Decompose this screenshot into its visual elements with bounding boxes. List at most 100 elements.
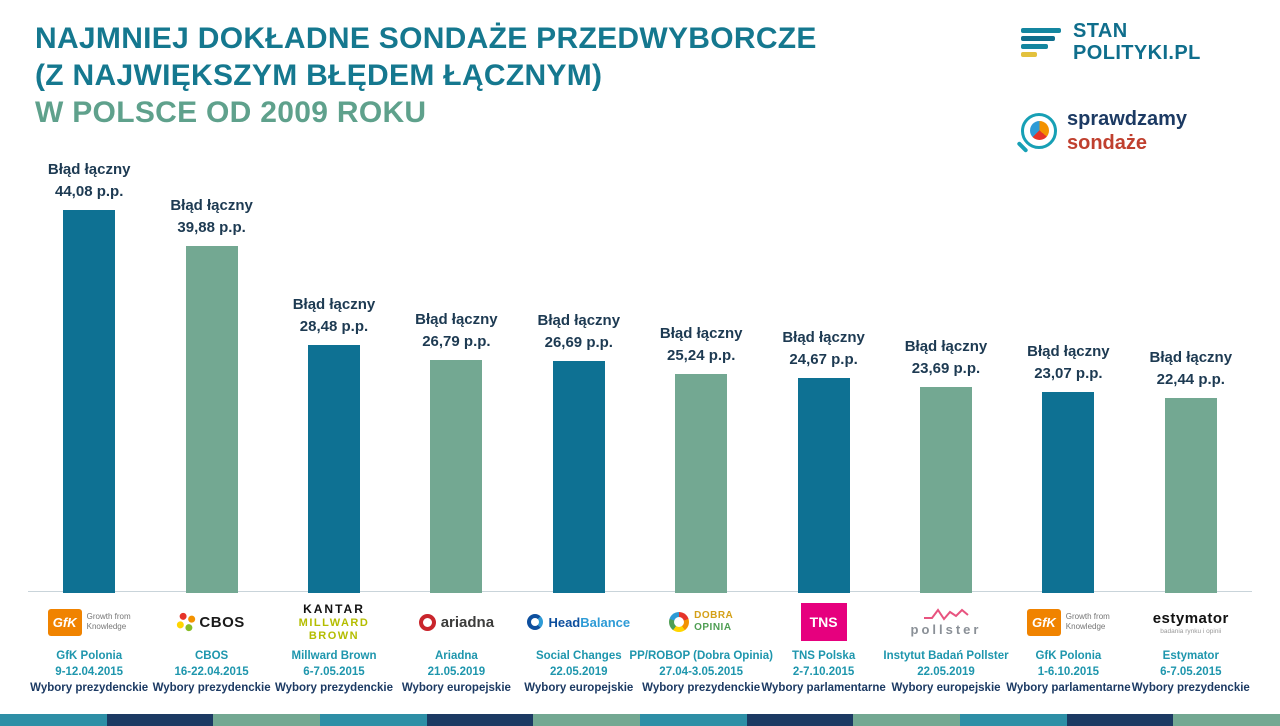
bar	[307, 344, 360, 593]
bar-label-value: 24,67 p.p.	[789, 350, 858, 368]
election-type: Wybory prezydenckie	[152, 682, 271, 694]
bar-label-value: 28,48 p.p.	[299, 317, 369, 335]
cbos-wordmark: CBOS	[199, 613, 245, 631]
bar-label-title: Błąd łączny	[292, 296, 376, 313]
bar	[552, 360, 605, 593]
pollster-wordmark: pollster	[910, 622, 982, 637]
magnifier-chart-icon	[1016, 112, 1057, 153]
pollster-logo-box: CBOS	[176, 598, 245, 646]
election-type: Wybory prezydenckie	[642, 682, 761, 694]
gfk-logo: GfK Growth from Knowledge	[47, 608, 131, 636]
title-line-2: (Z NAJWIĘKSZYM BŁĘDEM ŁĄCZNYM)	[35, 59, 603, 92]
sprawdzamy-wordmark: sprawdzamy sondaże	[1067, 107, 1187, 155]
cbos-logo: CBOS	[176, 611, 245, 633]
chart-column: Błąd łączny 22,44 p.p.	[1130, 347, 1252, 593]
brown-wordmark: BROWN	[308, 630, 360, 642]
bar-label-value: 26,79 p.p.	[422, 332, 491, 350]
brand-sprawdzamy-line2: sondaże	[1067, 131, 1148, 154]
chart-column: Błąd łączny 24,67 p.p.	[762, 327, 884, 593]
pollster-logo-box: GfK Growth from Knowledge	[1026, 598, 1110, 646]
gfk-logo: GfK Growth from Knowledge	[1026, 608, 1110, 636]
bar	[430, 359, 483, 593]
election-type: Wybory europejskie	[891, 682, 1001, 694]
election-type: Wybory europejskie	[401, 682, 511, 694]
title-line-3: W POLSCE OD 2009 ROKU	[35, 96, 427, 129]
estymator-logo: estymator badania rynku i opinii	[1153, 610, 1229, 635]
bar-label-title: Błąd łączny	[659, 325, 743, 342]
ariadna-ring-icon	[418, 613, 436, 631]
chart-column: Błąd łączny 26,69 p.p.	[518, 310, 640, 593]
election-type: Wybory prezydenckie	[30, 682, 149, 694]
tns-badge: TNS	[800, 603, 847, 641]
pollster-name: CBOS	[194, 650, 229, 662]
pollster-logo-box: HeadBalance	[527, 598, 630, 646]
pollster-column: TNS TNS Polska 2-7.10.2015 Wybory parlament…	[761, 598, 886, 694]
bar	[675, 373, 728, 593]
election-type: Wybory parlamentarne	[1006, 682, 1131, 694]
pie-chart-glyph	[1029, 121, 1049, 141]
bar	[1164, 397, 1217, 593]
pollster-column: GfK Growth from Knowledge GfK Polonia 9-12.0…	[28, 598, 150, 694]
bar-label-title: Błąd łączny	[537, 312, 621, 329]
election-type: Wybory prezydenckie	[274, 682, 393, 694]
pollster-name: Instytut Badań Pollster	[883, 650, 1009, 662]
estymator-tagline: badania rynku i opinii	[1160, 627, 1222, 635]
pollster-column: DOBRA OPINIA PP/ROBOP (Dobra Opinia) 27.04-…	[629, 598, 773, 694]
gfk-badge: GfK	[47, 608, 82, 636]
pollster-logo-box: GfK Growth from Knowledge	[47, 598, 131, 646]
pollster-logo-box: estymator badania rynku i opinii	[1153, 598, 1229, 646]
stanpolityki-wordmark: STAN POLITYKI.PL	[1073, 20, 1201, 65]
poll-date: 6-7.05.2015	[1160, 666, 1222, 678]
bar-value-label: Błąd łączny 28,48 p.p.	[293, 294, 376, 338]
bar-label-title: Błąd łączny	[415, 311, 498, 328]
bar-value-label: Błąd łączny 39,88 p.p.	[170, 195, 253, 239]
election-type: Wybory parlamentarne	[761, 682, 886, 694]
bar	[63, 209, 116, 593]
ariadna-wordmark: ariadna	[440, 613, 495, 631]
dobra-opinia-wordmark: DOBRA OPINIA	[694, 610, 734, 633]
bar-label-title: Błąd łączny	[47, 161, 131, 178]
gfk-badge: GfK	[1026, 608, 1061, 636]
bar-label-title: Błąd łączny	[782, 329, 865, 346]
pollster-zigzag-icon	[923, 607, 969, 621]
bar-value-label: Błąd łączny 23,07 p.p.	[1027, 341, 1110, 385]
bar-value-label: Błąd łączny 26,79 p.p.	[415, 309, 498, 353]
pollster-name: Ariadna	[434, 650, 478, 662]
election-type: Wybory europejskie	[524, 682, 634, 694]
bar-value-label: Błąd łączny 26,69 p.p.	[538, 310, 621, 354]
bar-label-value: 23,69 p.p.	[911, 359, 981, 377]
pollster-logo-box: pollster	[911, 598, 982, 646]
sprawdzamy-sondaze-logo: sprawdzamy sondaże	[1016, 107, 1246, 155]
pollster-column: GfK Growth from Knowledge GfK Polonia 1-6.10…	[1006, 598, 1131, 694]
pollster-name: Estymator	[1162, 650, 1219, 662]
pollster-name: TNS Polska	[791, 650, 856, 662]
pollster-name: Social Changes	[535, 650, 622, 662]
bar-label-value: 22,44 p.p.	[1156, 370, 1225, 388]
headbalance-wordmark: HeadBalance	[548, 614, 631, 630]
bar-label-value: 26,69 p.p.	[544, 333, 613, 351]
cbos-dots-icon	[176, 611, 197, 633]
poll-date: 2-7.10.2015	[792, 666, 855, 678]
gfk-tagline: Growth from Knowledge	[1065, 611, 1110, 631]
page-title: NAJMNIEJ DOKŁADNE SONDAŻE PRZEDWYBORCZE …	[0, 0, 1280, 131]
pollster-name: Millward Brown	[291, 650, 377, 662]
pollster-logo-box: ariadna	[418, 598, 495, 646]
bar-label-title: Błąd łączny	[904, 338, 988, 355]
poll-date: 22.05.2019	[550, 666, 608, 678]
pollster-logo-box: TNS	[800, 598, 847, 646]
tns-logo: TNS	[800, 603, 847, 641]
pollster-column: CBOS CBOS 16-22.04.2015 Wybory prezydenckie	[150, 598, 272, 694]
brand-area: STAN POLITYKI.PL sprawdzamy sondaże	[1016, 20, 1246, 155]
poll-date: 22.05.2019	[917, 666, 975, 678]
pollster-column: pollster Instytut Badań Pollster 22.05.201…	[883, 598, 1009, 694]
pollster-name: GfK Polonia	[1035, 650, 1102, 662]
poll-date: 1-6.10.2015	[1037, 666, 1100, 678]
bar-label-title: Błąd łączny	[1149, 349, 1233, 366]
pollster-name: PP/ROBOP (Dobra Opinia)	[629, 650, 773, 662]
pollster-logo-box: KANTAR MILLWARD BROWN	[299, 598, 370, 646]
chart-column: Błąd łączny 23,69 p.p.	[885, 336, 1007, 593]
bar-label-title: Błąd łączny	[1027, 343, 1110, 360]
brand-stan-line1: STAN	[1073, 20, 1128, 42]
chart-column: Błąd łączny 39,88 p.p.	[150, 195, 272, 593]
poll-date: 27.04-3.05.2015	[659, 666, 744, 678]
